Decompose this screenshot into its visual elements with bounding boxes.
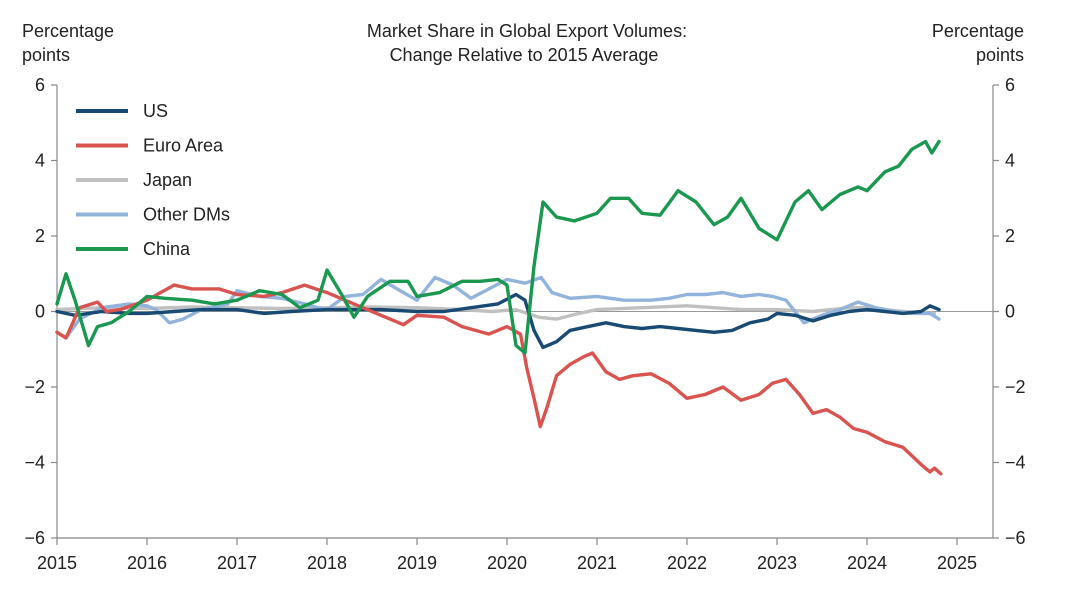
series-line-us [55,292,941,350]
series-layer [55,139,943,476]
right-axis-label-line-2: points [976,45,1024,65]
series-line-japan [55,304,937,321]
right-y-tick-label: 4 [1005,151,1015,171]
left-y-tick-label: 0 [35,302,45,322]
left-y-tick-label: −6 [24,528,45,548]
x-tick-label: 2018 [307,553,347,573]
right-y-tick-label: −4 [1005,453,1026,473]
right-y-tick-label: 2 [1005,226,1015,246]
x-tick-label: 2020 [487,553,527,573]
left-y-tick-label: 2 [35,226,45,246]
right-y-tick-label: −6 [1005,528,1026,548]
left-y-tick-label: −4 [24,453,45,473]
x-tick-label: 2024 [847,553,887,573]
left-axis-label-line-1: Percentage [22,21,114,41]
chart-title: Market Share in Global Export Volumes: C… [367,21,687,65]
right-y-tick-label: −2 [1005,377,1026,397]
x-tick-label: 2023 [757,553,797,573]
series-line-euro-area [55,283,943,476]
series-line-china [55,139,941,355]
x-tick-label: 2025 [937,553,977,573]
chart-title-line-1: Market Share in Global Export Volumes: [367,21,687,41]
left-y-tick-label: 4 [35,151,45,171]
right-axis-label-line-1: Percentage [932,21,1024,41]
legend-label-other-dms: Other DMs [143,205,230,225]
legend-label-euro-area: Euro Area [143,136,224,156]
x-tick-label: 2021 [577,553,617,573]
left-axis-label-line-2: points [22,45,70,65]
legend-label-japan: Japan [143,170,192,190]
x-tick-label: 2019 [397,553,437,573]
axes: 6 6 4 4 2 2 0 0 −2 −2 −4 −4 −6 −6 2015 2016 2017 2018 2019… [24,75,1025,573]
legend: US Euro Area Japan Other DMs China [76,101,230,259]
chart-title-line-2: Change Relative to 2015 Average [390,45,659,65]
right-y-tick-label: 0 [1005,302,1015,322]
right-y-tick-label: 6 [1005,75,1015,95]
x-tick-label: 2022 [667,553,707,573]
x-tick-label: 2017 [217,553,257,573]
legend-label-china: China [143,239,191,259]
left-y-tick-label: 6 [35,75,45,95]
x-tick-label: 2016 [127,553,167,573]
left-y-tick-label: −2 [24,377,45,397]
x-tick-label: 2015 [37,553,77,573]
legend-label-us: US [143,101,168,121]
